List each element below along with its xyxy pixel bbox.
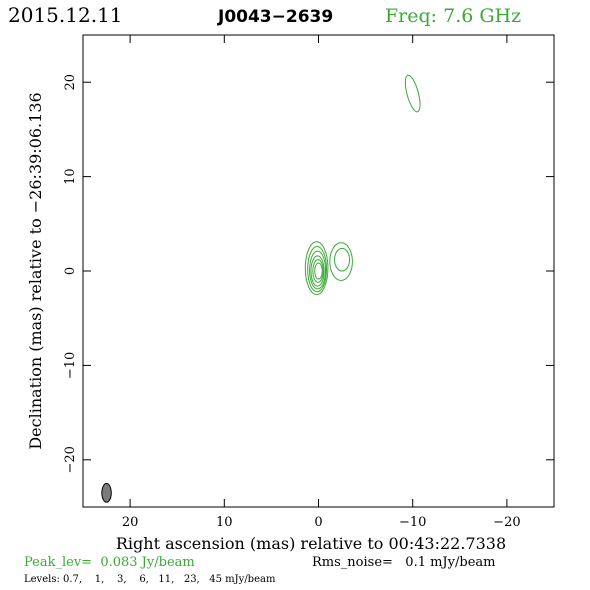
x-tick-label: 10: [216, 515, 233, 530]
x-tick-label: 0: [314, 515, 322, 530]
y-tick-label: 20: [63, 74, 78, 91]
x-tick-labels: 20 10 0 −10 −20: [122, 515, 521, 530]
contour-core-1: [307, 245, 328, 293]
contour-inner-jet-1: [334, 247, 351, 272]
contour-inner-jet-0: [329, 242, 353, 281]
contour-core-3: [310, 255, 325, 287]
x-axis-label: Right ascension (mas) relative to 00:43:…: [116, 534, 506, 553]
y-tick-labels: 20 10 0 −10 −20: [63, 74, 78, 474]
contour-core-4: [312, 259, 324, 283]
contour-core-2: [309, 250, 327, 290]
contour-core-5: [314, 262, 323, 280]
contour-outer-component-0: [404, 74, 421, 113]
peak-level: Peak_lev= 0.083 Jy/beam: [24, 555, 195, 570]
y-tick-label: 10: [63, 168, 78, 185]
x-tick-label: −10: [399, 515, 426, 530]
rms-noise: Rms_noise= 0.1 mJy/beam: [312, 555, 495, 570]
y-tick-label: −20: [63, 446, 78, 473]
contour-levels: Levels: 0.7, 1, 3, 6, 11, 23, 45 mJy/bea…: [24, 574, 276, 585]
beam-layer: [101, 482, 112, 503]
observation-date: 2015.12.11: [8, 3, 123, 27]
y-tick-label: −10: [63, 352, 78, 379]
y-tick-label: 0: [63, 267, 78, 275]
source-name: J0043−2639: [217, 7, 333, 27]
contour-layer: [304, 74, 421, 296]
component-core: [304, 241, 329, 296]
component-inner-jet: [329, 242, 353, 281]
y-axis-label: Declination (mas) relative to −26:39:06.…: [26, 92, 45, 449]
axis-ticks: [83, 35, 554, 507]
frequency-label: Freq: 7.6 GHz: [385, 5, 521, 27]
plot-frame: [82, 34, 555, 508]
contour-core-0: [304, 241, 329, 296]
x-tick-label: −20: [493, 515, 520, 530]
x-tick-label: 20: [122, 515, 139, 530]
component-outer-component: [404, 74, 421, 113]
beam-ellipse: [101, 482, 112, 503]
